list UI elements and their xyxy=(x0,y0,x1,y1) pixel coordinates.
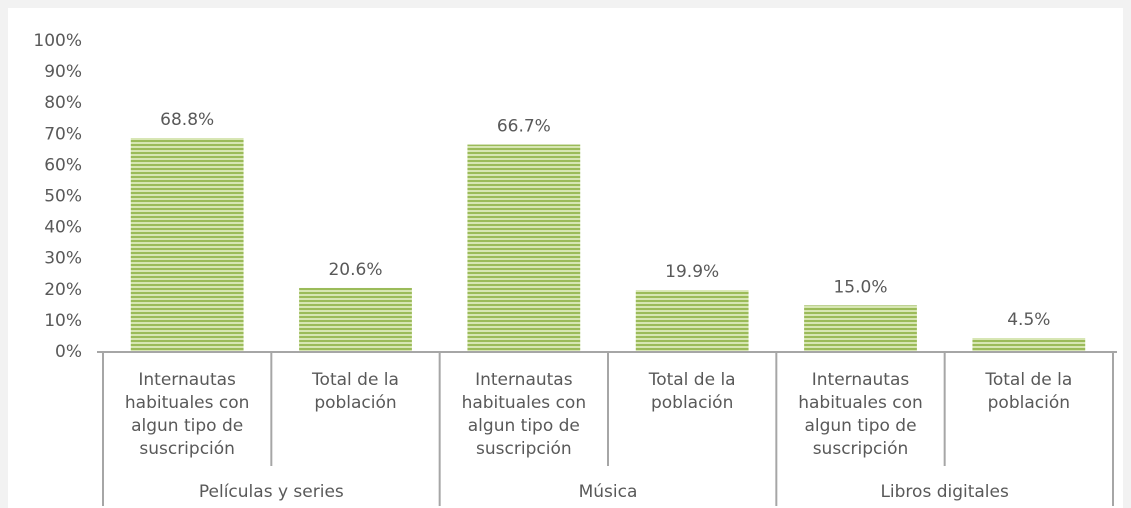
bar xyxy=(299,287,412,352)
x-tick-label: Total de la población xyxy=(985,370,1073,413)
y-tick-label: 90% xyxy=(44,62,82,82)
x-tick-label: Internautas habituales con algun tipo de… xyxy=(124,370,250,459)
bar xyxy=(635,290,749,352)
data-label: 20.6% xyxy=(328,260,382,280)
x-tick-label: Internautas habituales con algun tipo de… xyxy=(798,370,923,459)
y-tick-label: 60% xyxy=(44,155,82,175)
x-tick-label: Internautas habituales con algun tipo de… xyxy=(461,370,587,459)
y-tick-label: 30% xyxy=(44,249,82,269)
data-label: 15.0% xyxy=(833,277,887,297)
data-label: 68.8% xyxy=(160,110,214,130)
y-tick-label: 40% xyxy=(44,218,82,238)
group-label: Libros digitales xyxy=(880,482,1009,502)
bar xyxy=(972,338,1086,352)
data-label: 4.5% xyxy=(1007,310,1050,330)
bar xyxy=(804,305,917,352)
y-tick-label: 20% xyxy=(44,280,82,300)
y-tick-label: 0% xyxy=(55,342,82,362)
group-label: Música xyxy=(578,482,638,502)
y-tick-label: 80% xyxy=(44,93,82,113)
data-label: 66.7% xyxy=(497,117,551,137)
y-tick-label: 10% xyxy=(44,311,82,331)
y-tick-label: 50% xyxy=(44,187,82,207)
y-tick-label: 70% xyxy=(44,124,82,144)
data-label: 19.9% xyxy=(665,262,719,282)
x-tick-label: Total de la población xyxy=(648,370,736,413)
bar xyxy=(467,144,581,352)
bar xyxy=(130,138,244,352)
group-label: Películas y series xyxy=(198,482,344,502)
y-tick-label: 100% xyxy=(33,31,82,51)
x-tick-label: Total de la población xyxy=(312,370,399,413)
